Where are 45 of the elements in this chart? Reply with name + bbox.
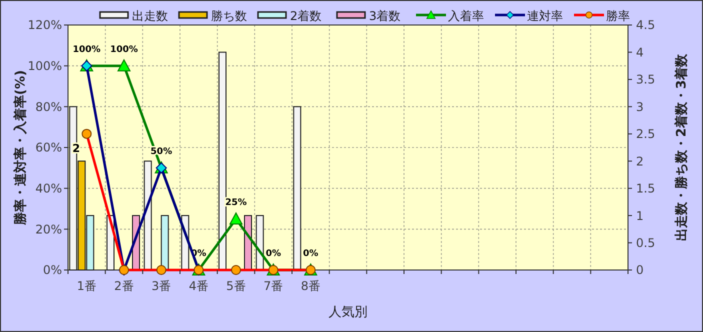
x-tick-label: 7番: [264, 279, 284, 293]
legend-label: 3着数: [369, 9, 401, 23]
x-tick-label: 3番: [152, 279, 172, 293]
x-tick-label: 1番: [76, 279, 96, 293]
legend-label: 出走数: [132, 9, 168, 23]
bar: [218, 52, 226, 270]
y-tick-label: 0%: [42, 263, 62, 278]
bar: [244, 215, 252, 270]
y-axis-title: 勝率・連対率・入着率(%): [12, 70, 29, 226]
y-tick-label: 100%: [28, 59, 62, 74]
data-label: 0%: [266, 249, 281, 259]
y-tick-label: 40%: [35, 182, 62, 196]
x-tick-label: 4番: [188, 279, 208, 293]
legend-label: 連対率: [527, 9, 563, 23]
y2-tick-label: 4.5: [636, 18, 656, 32]
legend-label: 入着率: [448, 9, 484, 23]
y2-tick-label: 1.5: [636, 182, 656, 196]
data-label: 0%: [303, 249, 318, 259]
point: [230, 212, 242, 224]
y2-tick-label: 4: [636, 45, 644, 60]
data-label: 100%: [110, 44, 138, 55]
y2-tick-label: 3.5: [636, 72, 656, 87]
y-tick-label: 60%: [35, 140, 62, 155]
data-label: 100%: [72, 44, 101, 55]
y-tick-label: 20%: [35, 222, 62, 236]
legend-label: 2着数: [290, 9, 322, 23]
bar: [160, 215, 169, 270]
bar: [293, 106, 302, 270]
y-tick-label: 80%: [35, 100, 62, 114]
legend-label: 勝ち数: [211, 9, 247, 23]
y2-axis-title: 出走数・勝ち数・2着数・3着数: [674, 52, 690, 242]
x-tick-label: 8番: [300, 279, 320, 293]
y2-tick-label: 3: [636, 100, 644, 114]
x-tick-label: 5番: [226, 279, 246, 293]
y2-tick-label: 1: [636, 208, 644, 223]
y2-tick-label: 2: [636, 154, 644, 168]
y2-tick-label: 0: [636, 263, 644, 278]
bar: [144, 160, 152, 270]
y2-tick-label: 2.5: [636, 127, 656, 142]
point: [118, 59, 130, 72]
y-tick-label: 120%: [28, 18, 62, 32]
legend-label: 勝率: [606, 9, 630, 23]
x-axis-title: 人気別: [328, 305, 368, 320]
y2-tick-label: 0.5: [636, 236, 656, 250]
x-tick-label: 2番: [114, 279, 134, 293]
